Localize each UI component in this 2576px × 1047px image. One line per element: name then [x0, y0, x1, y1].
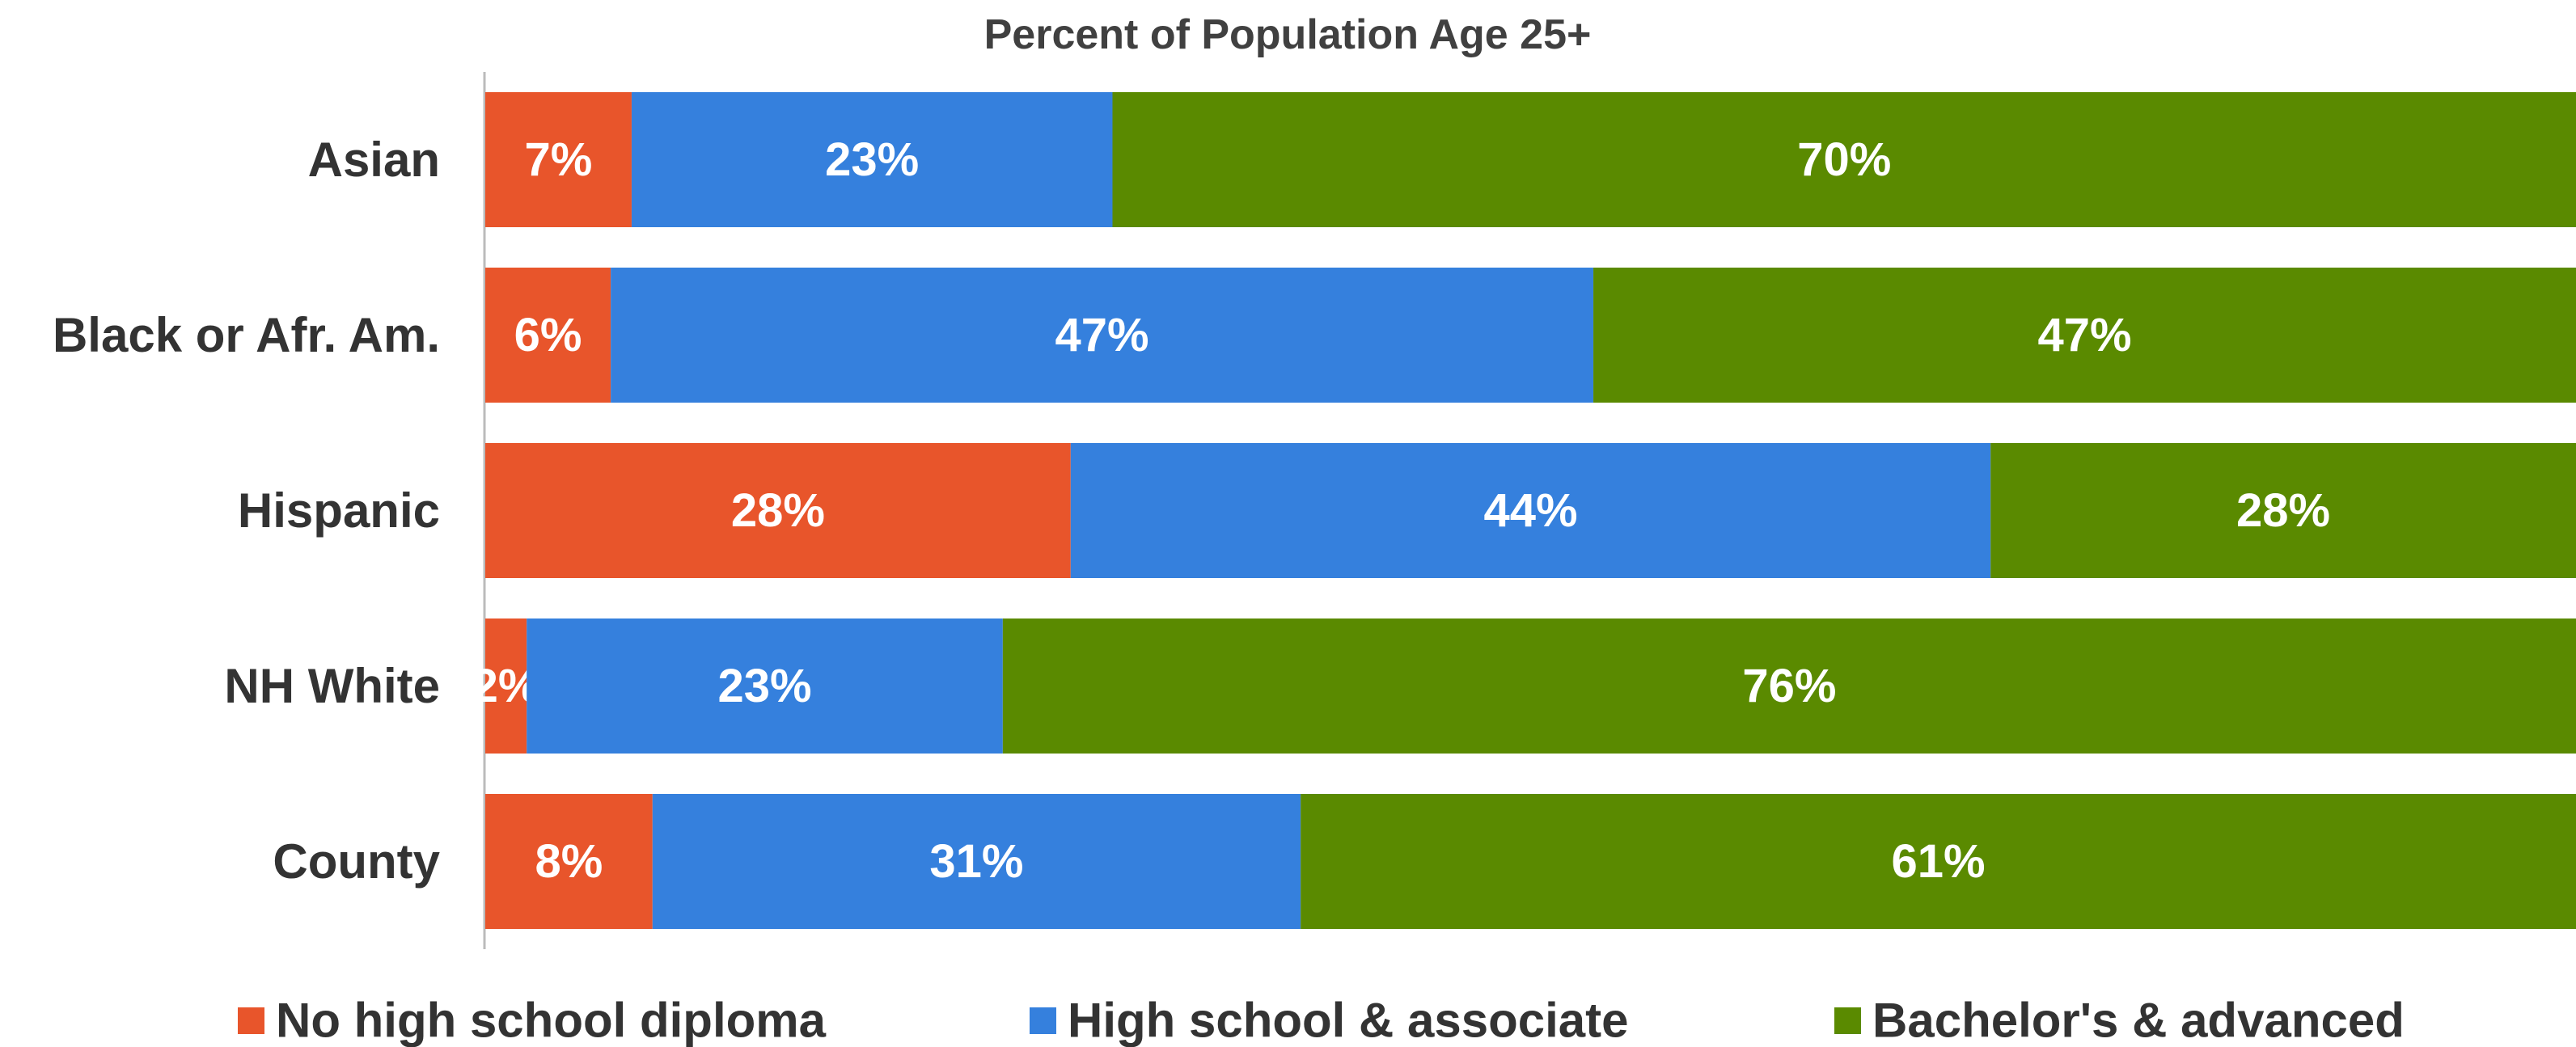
bar-segment [485, 618, 527, 754]
category-label: Black or Afr. Am. [53, 308, 440, 362]
data-label: 76% [1742, 660, 1836, 712]
data-label: 31% [929, 835, 1023, 888]
bar-segment [1593, 268, 2576, 403]
bar-segment [485, 92, 632, 227]
bar-segment [631, 92, 1113, 227]
category-label: Asian [308, 133, 440, 187]
bar-segment [1002, 618, 2576, 754]
legend-swatch [1030, 1007, 1056, 1034]
bar-segment [527, 618, 1003, 754]
bar-segment [611, 268, 1594, 403]
legend-swatch [238, 1007, 264, 1034]
legend-label: No high school diploma [276, 994, 827, 1047]
data-label: 47% [2037, 309, 2131, 361]
data-label: 47% [1055, 309, 1149, 361]
bar-segment [652, 794, 1301, 929]
data-label: 44% [1483, 484, 1577, 537]
data-label: 61% [1892, 835, 1986, 888]
category-label: County [273, 834, 440, 889]
category-label: NH White [224, 659, 440, 713]
bar-segment [1070, 443, 1991, 578]
chart-title: Percent of Population Age 25+ [984, 11, 1592, 58]
data-label: 28% [731, 484, 825, 537]
bar-segment [1990, 443, 2576, 578]
data-label: 8% [535, 835, 603, 888]
legend-swatch [1834, 1007, 1861, 1034]
bar-segment [485, 268, 611, 403]
bar-segment [485, 443, 1071, 578]
legend-label: High school & associate [1068, 994, 1629, 1047]
bar-segment [485, 794, 653, 929]
data-label: 70% [1797, 133, 1891, 186]
data-label: 6% [514, 309, 582, 361]
legend-label: Bachelor's & advanced [1872, 994, 2405, 1047]
data-label: 23% [825, 133, 919, 186]
data-label: 23% [717, 660, 811, 712]
data-label: 7% [525, 133, 593, 186]
bar-segment [1112, 92, 2576, 227]
bar-segment [1301, 794, 2576, 929]
data-label: 28% [2236, 484, 2330, 537]
category-label: Hispanic [238, 483, 440, 538]
